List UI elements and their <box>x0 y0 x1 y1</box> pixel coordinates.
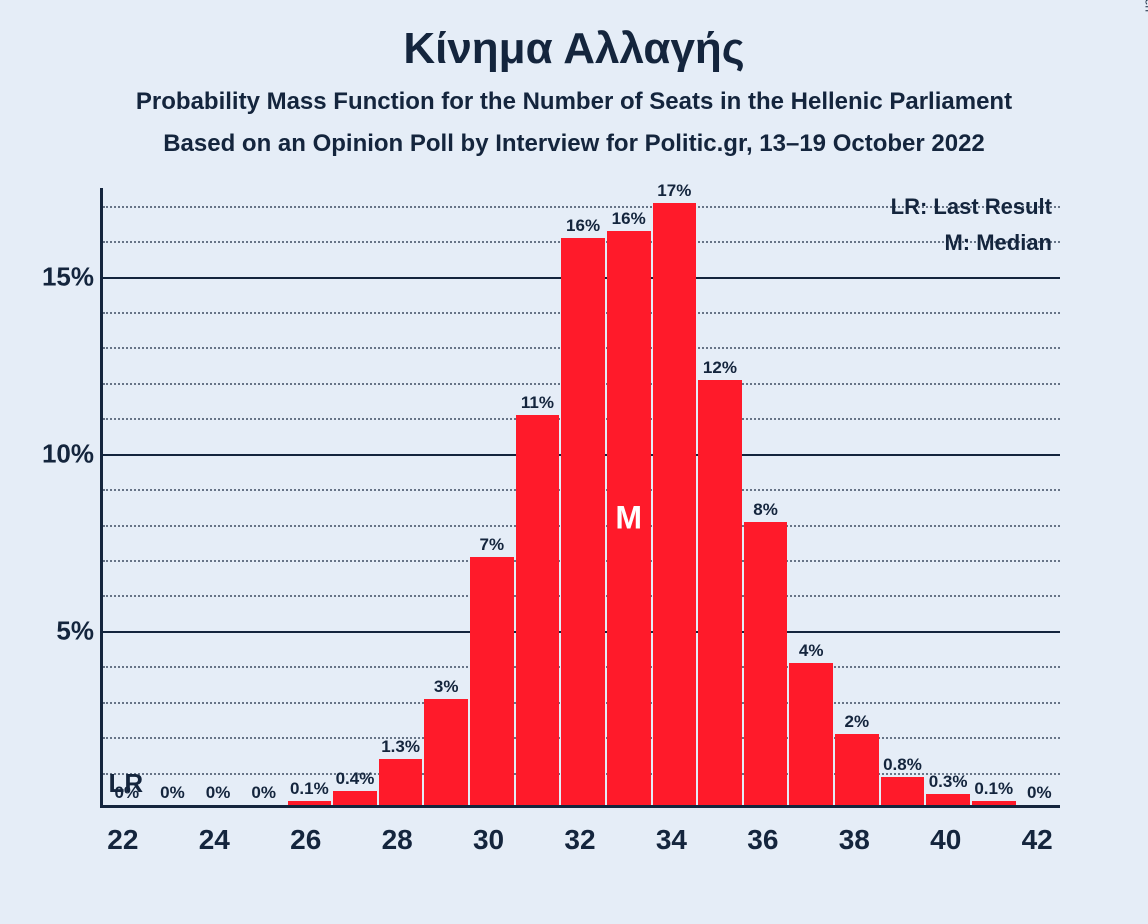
bar-value-label: 3% <box>434 677 459 697</box>
y-tick-label: 15% <box>42 261 94 292</box>
chart-subtitle-2: Based on an Opinion Poll by Interview fo… <box>40 130 1108 158</box>
bar-value-label: 8% <box>753 500 778 520</box>
plot-area: LR: Last Result M: Median 0%0%0%0%0.1%0.… <box>100 188 1060 808</box>
bar-value-label: 0% <box>251 783 276 803</box>
copyright-text: © 2022 Filip van Laenen <box>1142 0 1148 12</box>
bar: 2% <box>835 734 879 805</box>
page: © 2022 Filip van Laenen Κίνημα Αλλαγής P… <box>0 0 1148 924</box>
x-tick-label: 34 <box>656 824 687 856</box>
bar: 11% <box>516 415 560 805</box>
bar-slot: 17% <box>653 185 697 805</box>
bar-slot: 0% <box>242 185 286 805</box>
bar-slot: 3% <box>424 185 468 805</box>
bar: 4% <box>789 663 833 805</box>
bar-value-label: 16% <box>566 216 600 236</box>
bar-slot: 4% <box>789 185 833 805</box>
x-tick-label: 24 <box>199 824 230 856</box>
bar: 8% <box>744 522 788 805</box>
bar-value-label: 0.1% <box>974 779 1013 799</box>
chart-area: 5%10%15% LR: Last Result M: Median 0%0%0… <box>100 188 1068 848</box>
bar-value-label: 17% <box>657 181 691 201</box>
bar-value-label: 0.4% <box>336 769 375 789</box>
bar-value-label: 16% <box>612 209 646 229</box>
x-tick-label: 38 <box>839 824 870 856</box>
bar: 0.1% <box>288 801 332 805</box>
bar-slot: 12% <box>698 185 742 805</box>
bar-slot: 16% M <box>607 185 651 805</box>
bar-slot: 0.3% <box>926 185 970 805</box>
bar: 1.3% <box>379 759 423 805</box>
bar-slot: 0.8% <box>881 185 925 805</box>
bar: 17% <box>653 203 697 805</box>
x-tick-label: 32 <box>564 824 595 856</box>
bar-value-label: 4% <box>799 641 824 661</box>
x-axis-labels: 22 24 26 28 30 32 34 36 38 40 42 <box>100 824 1060 864</box>
bar-slot: 0% <box>151 185 195 805</box>
bar-slot: 0% <box>105 185 149 805</box>
bar-slot: 0.4% <box>333 185 377 805</box>
chart-subtitle-1: Probability Mass Function for the Number… <box>40 88 1108 116</box>
bar-value-label: 0.3% <box>929 772 968 792</box>
bar-slot: 11% <box>516 185 560 805</box>
x-tick-label: 42 <box>1022 824 1053 856</box>
bar: 7% <box>470 557 514 805</box>
bar-value-label: 0% <box>206 783 231 803</box>
bar-slot: 16% <box>561 185 605 805</box>
bar: 0.4% <box>333 791 377 805</box>
median-mark: M <box>615 500 642 537</box>
bar-value-label: 2% <box>845 712 870 732</box>
bar-slot: 0% <box>1018 185 1062 805</box>
bar: 0.1% <box>972 801 1016 805</box>
bar-value-label: 0.1% <box>290 779 329 799</box>
bar-value-label: 12% <box>703 358 737 378</box>
bar-value-label: 7% <box>480 535 505 555</box>
bar-slot: 8% <box>744 185 788 805</box>
bar: 0.8% <box>881 777 925 805</box>
x-tick-label: 40 <box>930 824 961 856</box>
last-result-mark: LR <box>109 768 144 799</box>
bar-value-label: 0% <box>160 783 185 803</box>
bar-slot: 1.3% <box>379 185 423 805</box>
bar: 16% <box>561 238 605 805</box>
bar-slot: 2% <box>835 185 879 805</box>
chart-title: Κίνημα Αλλαγής <box>40 24 1108 74</box>
x-tick-label: 22 <box>107 824 138 856</box>
y-axis-labels: 5% 10% 15% <box>44 188 94 808</box>
bar: 12% <box>698 380 742 805</box>
x-tick-label: 36 <box>747 824 778 856</box>
bars-container: 0%0%0%0%0.1%0.4%1.3%3%7%11%16%16%M17%12%… <box>103 185 1063 805</box>
bar-value-label: 0% <box>1027 783 1052 803</box>
bar-value-label: 1.3% <box>381 737 420 757</box>
bar: 0.3% <box>926 794 970 805</box>
bar-slot: 7% <box>470 185 514 805</box>
bar-slot: 0.1% <box>288 185 332 805</box>
x-tick-label: 30 <box>473 824 504 856</box>
bar: 3% <box>424 699 468 805</box>
x-tick-label: 26 <box>290 824 321 856</box>
bar-value-label: 0.8% <box>883 755 922 775</box>
bar-value-label: 11% <box>521 393 554 413</box>
bar-slot: 0% <box>196 185 240 805</box>
y-tick-label: 10% <box>42 438 94 469</box>
y-tick-label: 5% <box>56 615 94 646</box>
bar: 16%M <box>607 231 651 805</box>
x-tick-label: 28 <box>382 824 413 856</box>
bar-slot: 0.1% <box>972 185 1016 805</box>
